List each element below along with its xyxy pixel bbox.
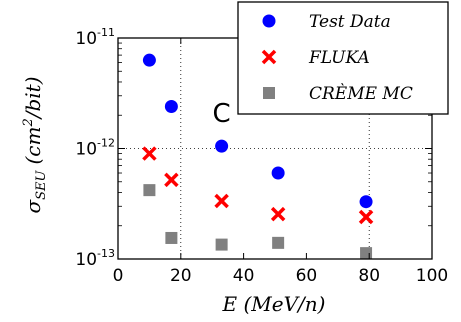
- y-axis-label-close: /bit): [21, 76, 45, 120]
- data-point-square: [215, 238, 228, 251]
- annotation-label: C: [213, 99, 231, 129]
- x-tick-label: 0: [113, 266, 124, 286]
- x-tick-label: 60: [296, 266, 318, 286]
- data-point-circle: [271, 166, 285, 180]
- data-point-circle: [215, 139, 229, 153]
- x-tick-label: 100: [416, 266, 448, 286]
- data-point-square: [272, 236, 285, 249]
- y-tick-label: 10-13: [75, 247, 115, 270]
- data-point-x-stroke: [142, 146, 157, 161]
- data-point-x: [214, 193, 229, 209]
- data-point-square: [360, 247, 373, 260]
- x-axis-label: E (MeV/n): [222, 292, 326, 316]
- data-point-circle: [359, 195, 373, 209]
- legend-label: FLUKA: [308, 48, 370, 68]
- data-point-x: [164, 172, 179, 188]
- data-point-x-stroke: [358, 209, 374, 225]
- data-point-x-stroke: [164, 172, 179, 188]
- x-tick-label: 80: [358, 266, 380, 286]
- y-axis-label-subscript: SEU: [34, 169, 49, 199]
- data-point-x: [142, 146, 157, 161]
- y-tick-label: 10-11: [75, 26, 115, 49]
- data-point-x: [270, 206, 286, 222]
- axis-ticks: 0 20 40 60 80 100 10-13 10-12 10-11: [75, 26, 448, 286]
- x-tick-label: 40: [233, 266, 255, 286]
- legend-label: Test Data: [309, 12, 391, 32]
- y-tick-label: 10-12: [75, 137, 115, 160]
- data-marks: [142, 53, 374, 260]
- legend: Test Data FLUKA CRÈME MC: [237, 1, 449, 115]
- legend-marker-x: [261, 49, 277, 65]
- data-point-circle: [164, 99, 178, 113]
- legend-marker-x-stroke: [261, 49, 277, 65]
- data-point-x-stroke: [270, 206, 286, 222]
- data-point-x-stroke: [214, 193, 229, 209]
- data-point-x: [358, 209, 374, 225]
- legend-label: CRÈME MC: [309, 83, 413, 104]
- data-point-square: [143, 184, 156, 197]
- y-axis-label-open: (cm: [21, 127, 45, 165]
- y-axis-label-symbol: σ: [21, 199, 45, 214]
- y-axis-label-superscript: 2: [21, 118, 36, 127]
- data-point-square: [165, 231, 178, 244]
- data-point-circle: [142, 53, 156, 67]
- x-tick-label: 20: [170, 266, 192, 286]
- legend-marker-square: [263, 87, 275, 99]
- legend-marker-circle: [262, 14, 276, 28]
- y-axis-label: σSEU (cm2/bit): [21, 76, 49, 213]
